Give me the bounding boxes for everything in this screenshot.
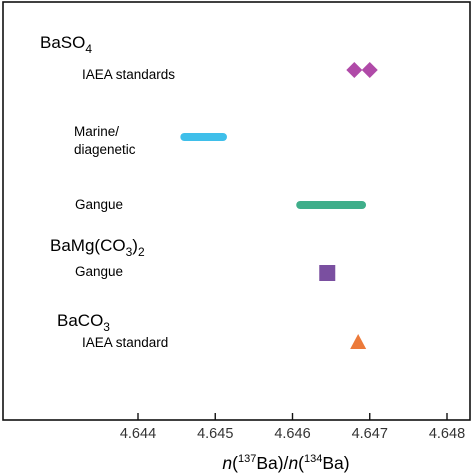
- diamond-point: [346, 62, 363, 78]
- data-marks: [180, 62, 378, 349]
- x-axis-title: n(137Ba)/n(134Ba): [222, 453, 349, 473]
- plot-frame: [2, 1, 471, 421]
- x-tick-labels: 4.644 4.645 4.646 4.647 4.648: [120, 426, 465, 442]
- x-ticks: [137, 413, 448, 420]
- x-tick-label: 4.648: [429, 426, 465, 442]
- category-labels: IAEA standards Marine/ diagenetic Gangue…: [74, 67, 175, 350]
- group-label-bamgco32: BaMg(CO3)2: [50, 236, 145, 259]
- group-label-baso4: BaSO4: [40, 33, 92, 56]
- category-label-iaea-standard: IAEA standard: [82, 335, 168, 350]
- square-point: [319, 265, 336, 281]
- x-tick-label: 4.645: [197, 426, 233, 442]
- category-label-marine-diagenetic: Marine/ diagenetic: [74, 124, 136, 157]
- diamond-point: [361, 62, 378, 78]
- group-label-baco3: BaCO3: [57, 311, 110, 334]
- category-label-iaea-standards: IAEA standards: [82, 67, 175, 82]
- x-tick-label: 4.644: [120, 426, 156, 442]
- x-tick-label: 4.646: [274, 426, 310, 442]
- x-tick-label: 4.647: [352, 426, 388, 442]
- x-axis: 4.644 4.645 4.646 4.647 4.648 n(137Ba)/n(134…: [120, 413, 465, 473]
- group-labels: BaSO4 BaMg(CO3)2 BaCO3: [40, 33, 145, 334]
- category-label-gangue-baso4: Gangue: [75, 197, 123, 212]
- triangle-point: [350, 334, 367, 349]
- category-label-gangue-bamgco32: Gangue: [75, 264, 123, 279]
